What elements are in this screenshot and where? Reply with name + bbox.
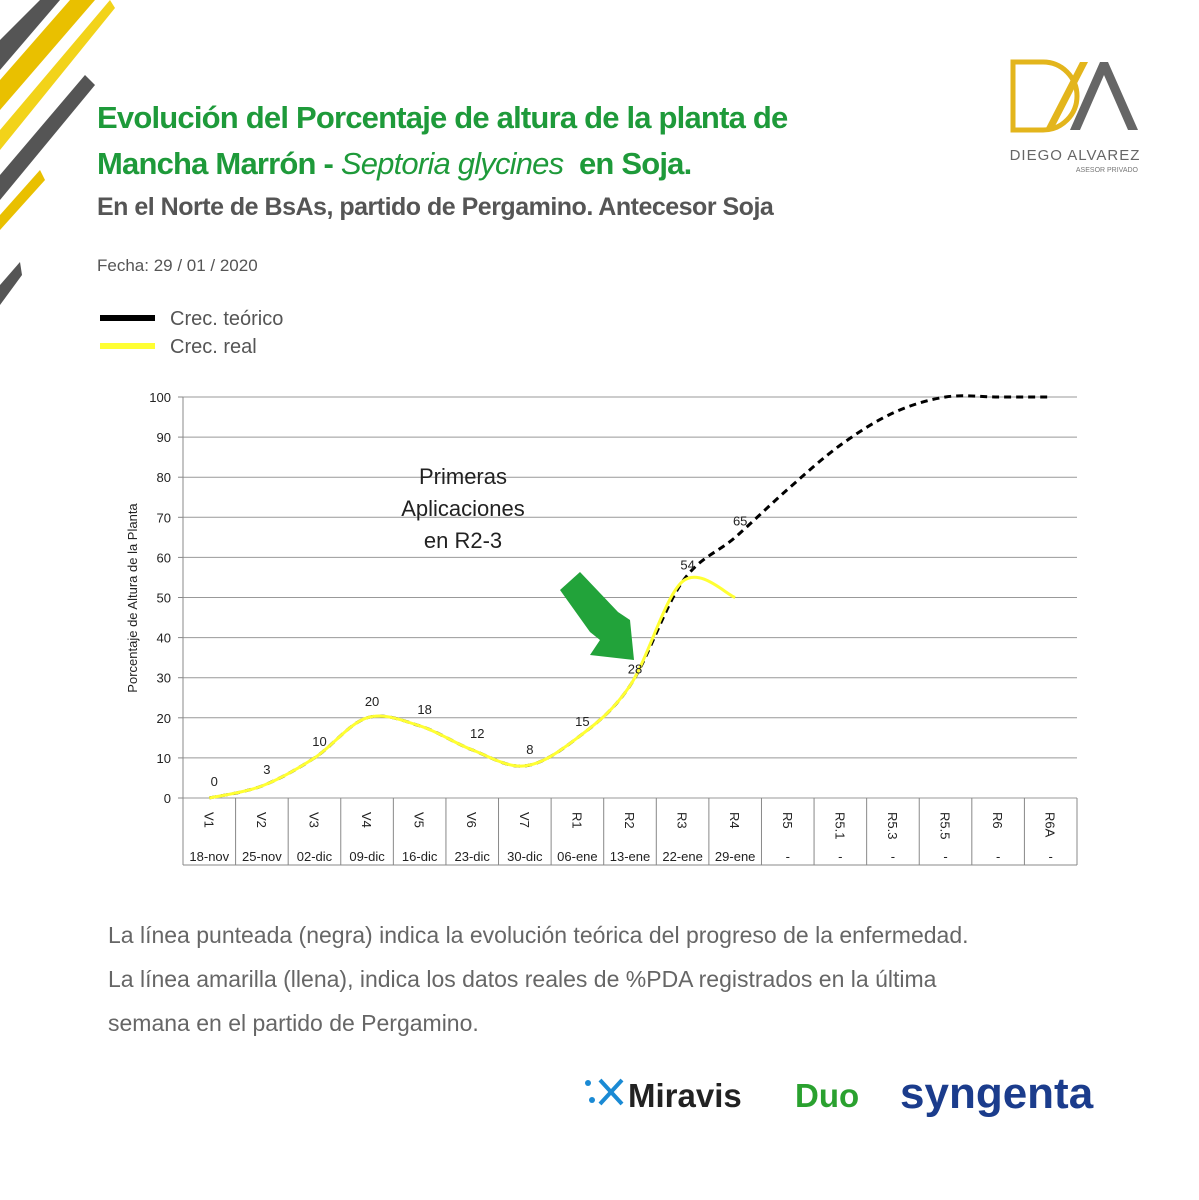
footnote: La línea punteada (negra) indica la evol… [108,913,969,1045]
data-label: 18 [417,702,431,717]
x-tick-label: V7 [517,812,532,828]
x-date-label: 18-nov [189,849,229,864]
x-tick-label: V3 [306,812,321,828]
annotation: Aplicaciones [401,496,525,521]
data-label: 8 [526,742,533,757]
y-tick-label: 80 [157,470,171,485]
x-date-label: 13-ene [610,849,650,864]
x-date-label: - [943,849,947,864]
annotation: Primeras [419,464,507,489]
x-tick-label: R5.3 [885,812,900,839]
x-tick-label: V5 [412,812,427,828]
x-tick-label: R6A [1043,812,1058,838]
x-date-label: 23-dic [455,849,491,864]
x-date-label: - [1049,849,1053,864]
logo-syngenta: syngenta [900,1069,1094,1118]
y-tick-label: 30 [157,671,171,686]
x-tick-label: V1 [201,812,216,828]
y-tick-label: 100 [149,390,171,405]
sponsor-logos: Miravis Duo syngenta [585,1069,1094,1118]
y-tick-label: 50 [157,591,171,606]
x-date-label: 06-ene [557,849,597,864]
x-date-label: 16-dic [402,849,438,864]
data-label: 10 [312,734,326,749]
logo: DIEGO ALVAREZ ASESOR PRIVADO [1010,59,1141,174]
series-line [208,575,736,800]
x-tick-label: R2 [622,812,637,829]
footnote-line: semana en el partido de Pergamino. [108,1010,479,1036]
title: Evolución del Porcentaje de altura de la… [97,95,788,187]
x-tick-label: R5 [780,812,795,829]
x-tick-label: R5.5 [938,812,953,839]
arrow [560,572,634,660]
x-tick-label: R5.1 [832,812,847,839]
logo-miravis: Miravis [628,1077,742,1114]
data-label: 15 [575,714,589,729]
title-part: en Soja. [578,146,692,181]
x-tick-label: V4 [359,812,374,828]
brand-tagline: ASESOR PRIVADO [1076,167,1139,174]
x-date-label: 09-dic [349,849,385,864]
data-label: 20 [365,694,379,709]
x-date-label: - [838,849,842,864]
date: Fecha: 29 / 01 / 2020 [97,256,258,275]
data-label: 0 [211,774,218,789]
legend-label: Crec. teórico [170,308,283,330]
x-tick-label: V6 [464,812,479,828]
y-tick-label: 70 [157,510,171,525]
x-date-label: 29-ene [715,849,755,864]
x-tick-label: R4 [727,812,742,829]
y-axis-label: Porcentaje de Altura de la Planta [125,503,140,693]
x-date-label: 25-nov [242,849,282,864]
subtitle: En el Norte de BsAs, partido de Pergamin… [97,193,774,221]
x-date-label: 02-dic [297,849,333,864]
brand-name: DIEGO ALVAREZ [1010,147,1141,164]
footnote-line: La línea punteada (negra) indica la evol… [108,922,969,948]
y-tick-label: 10 [157,751,171,766]
data-label: 54 [680,557,694,572]
footnote-line: La línea amarilla (llena), indica los da… [108,966,937,992]
x-date-label: 22-ene [662,849,702,864]
decor [0,0,115,305]
y-tick-label: 90 [157,430,171,445]
y-tick-label: 60 [157,550,171,565]
x-tick-label: R6 [990,812,1005,829]
annotation: en R2-3 [424,528,502,553]
data-label: 12 [470,726,484,741]
title-line: Evolución del Porcentaje de altura de la… [97,100,788,135]
x-date-label: - [786,849,790,864]
x-date-label: - [891,849,895,864]
x-date-label: 30-dic [507,849,543,864]
legend-label: Crec. real [170,336,257,358]
x-tick-label: R1 [569,812,584,829]
data-label: 28 [628,662,642,677]
title-line: Mancha Marrón - Septoria glycines en Soj… [97,141,787,187]
logo-duo: Duo [795,1077,859,1114]
title-species: Septoria glycines [340,146,564,181]
title-part: Mancha Marrón - [97,146,341,181]
x-date-label: - [996,849,1000,864]
x-tick-label: R3 [675,812,690,829]
data-label: 3 [263,762,270,777]
series-line [208,394,1051,800]
y-tick-label: 20 [157,711,171,726]
data-label: 65 [733,513,747,528]
y-tick-label: 0 [164,791,171,806]
y-tick-label: 40 [157,631,171,646]
x-tick-label: V2 [254,812,269,828]
